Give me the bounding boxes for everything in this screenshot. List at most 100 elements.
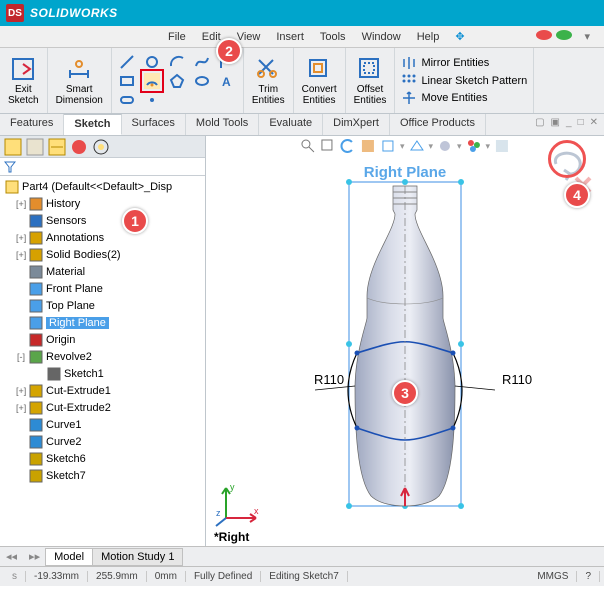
menu-window[interactable]: Window (354, 31, 409, 43)
expand-icon[interactable]: [-] (16, 352, 26, 362)
expand-icon[interactable]: [+] (16, 403, 26, 413)
win-close-icon[interactable]: ✕ (590, 117, 598, 132)
feature-icon (29, 435, 43, 449)
tree-item[interactable]: Sketch7 (0, 467, 205, 484)
tree-item-label: Curve2 (46, 436, 81, 448)
ribbon-offset[interactable]: Offset Entities (346, 48, 396, 113)
status-extra-icon[interactable]: ? (577, 571, 600, 582)
spline-icon[interactable] (194, 54, 210, 70)
line-icon[interactable] (119, 54, 135, 70)
tab-surfaces[interactable]: Surfaces (122, 114, 186, 135)
ellipse-icon[interactable] (194, 73, 210, 89)
tab-office[interactable]: Office Products (390, 114, 486, 135)
tab-window-controls: ▢ ▣ _ □ ✕ (529, 114, 604, 135)
arc-icon[interactable] (169, 54, 185, 70)
menu-help[interactable]: Help (409, 31, 448, 43)
tree-item[interactable]: Top Plane (0, 297, 205, 314)
scene-icon[interactable] (494, 138, 510, 154)
win-min-icon[interactable]: _ (566, 117, 572, 132)
display-style-icon[interactable] (408, 138, 424, 154)
tree-item[interactable]: Material (0, 263, 205, 280)
point-icon[interactable] (144, 92, 160, 108)
ribbon-trim[interactable]: Trim Entities (244, 48, 294, 113)
tree-item[interactable]: [+] History (0, 195, 205, 212)
fm-tab-render-icon[interactable] (92, 138, 110, 156)
bottom-tabs: ◂◂ ▸▸ Model Motion Study 1 (0, 546, 604, 566)
tree-item[interactable]: [-]Revolve2 (0, 348, 205, 365)
tree-root[interactable]: Part4 (Default<<Default>_Disp (0, 178, 205, 195)
tree-item[interactable]: Sensors (0, 212, 205, 229)
tree-item[interactable]: Sketch6 (0, 450, 205, 467)
ribbon-exit-sketch[interactable]: Exit Sketch (0, 48, 48, 113)
fm-tab-cfgmgr-icon[interactable] (48, 138, 66, 156)
rect-icon[interactable] (119, 73, 135, 89)
view-orient-icon[interactable] (380, 138, 396, 154)
move-icon[interactable] (401, 90, 417, 106)
graphics-viewport[interactable]: ▾ ▾ ▾ ▾ Right Plane (206, 136, 604, 546)
tab-dimxpert[interactable]: DimXpert (323, 114, 390, 135)
section-icon[interactable] (360, 138, 376, 154)
status-dot-1 (536, 30, 552, 40)
bottom-tab-model[interactable]: Model (45, 548, 93, 566)
tree-item[interactable]: [+]Solid Bodies(2) (0, 246, 205, 263)
centerpoint-arc-icon[interactable] (144, 73, 160, 89)
win-menu-icon[interactable]: ▢ (535, 117, 544, 132)
expand-icon[interactable]: [+] (16, 233, 26, 243)
tree-item[interactable]: [+] Cut-Extrude1 (0, 382, 205, 399)
polygon-icon[interactable] (169, 73, 185, 89)
mirror-label[interactable]: Mirror Entities (421, 57, 489, 69)
move-label[interactable]: Move Entities (421, 92, 487, 104)
menu-file[interactable]: File (160, 31, 194, 43)
tree-item[interactable]: Sketch1 (0, 365, 205, 382)
pattern-label[interactable]: Linear Sketch Pattern (421, 75, 527, 87)
fm-tab-dim-icon[interactable] (70, 138, 88, 156)
convert-icon (306, 56, 332, 82)
pattern-icon[interactable] (401, 73, 417, 89)
expand-icon[interactable]: [+] (16, 386, 26, 396)
tab-features[interactable]: Features (0, 114, 64, 135)
zoom-area-icon[interactable] (320, 138, 336, 154)
menu-tools[interactable]: Tools (312, 31, 354, 43)
tree-item-label: Cut-Extrude1 (46, 385, 111, 397)
ribbon-smart-dimension[interactable]: Smart Dimension (48, 48, 112, 113)
status-units[interactable]: MMGS (529, 571, 577, 582)
tree-item[interactable]: Curve2 (0, 433, 205, 450)
slot-icon[interactable] (119, 92, 135, 108)
menu-dropdown-icon[interactable]: ▾ (576, 30, 598, 43)
tree-item[interactable]: Curve1 (0, 416, 205, 433)
fm-filter[interactable] (0, 158, 205, 176)
tree-item[interactable]: Origin (0, 331, 205, 348)
menu-search-icon[interactable]: ✥ (447, 30, 472, 43)
menu-insert[interactable]: Insert (268, 31, 312, 43)
status-context: Editing Sketch7 (261, 571, 348, 582)
bottom-tab-motion[interactable]: Motion Study 1 (92, 548, 183, 566)
win-max-icon[interactable]: □ (578, 117, 584, 132)
tab-moldtools[interactable]: Mold Tools (186, 114, 259, 135)
tree-item[interactable]: Front Plane (0, 280, 205, 297)
zoom-fit-icon[interactable] (300, 138, 316, 154)
tree-item-label: History (46, 198, 80, 210)
fm-tab-propmgr-icon[interactable] (26, 138, 44, 156)
tree-item[interactable]: [+]Annotations (0, 229, 205, 246)
expand-icon[interactable]: [+] (16, 250, 26, 260)
tab-evaluate[interactable]: Evaluate (259, 114, 323, 135)
expand-icon[interactable]: [+] (16, 199, 26, 209)
prev-view-icon[interactable] (340, 138, 356, 154)
tab-nav-left-icon[interactable]: ◂◂ (0, 550, 23, 563)
status-x: -19.33mm (26, 571, 88, 582)
hide-show-icon[interactable] (437, 138, 453, 154)
tree-item[interactable]: [+]Cut-Extrude2 (0, 399, 205, 416)
mirror-icon[interactable] (401, 55, 417, 71)
feature-icon (29, 316, 43, 330)
fm-tab-tree-icon[interactable] (4, 138, 22, 156)
circle-icon[interactable] (144, 54, 160, 70)
tab-nav-right-icon[interactable]: ▸▸ (23, 550, 46, 563)
svg-text:y: y (230, 482, 235, 492)
feature-tree[interactable]: Part4 (Default<<Default>_Disp [+] History… (0, 176, 205, 546)
text-icon[interactable]: A (219, 73, 235, 89)
ribbon-convert[interactable]: Convert Entities (294, 48, 346, 113)
tree-item[interactable]: Right Plane (0, 314, 205, 331)
tab-sketch[interactable]: Sketch (64, 114, 121, 135)
win-restore-icon[interactable]: ▣ (551, 117, 560, 132)
appearance-icon[interactable] (466, 138, 482, 154)
